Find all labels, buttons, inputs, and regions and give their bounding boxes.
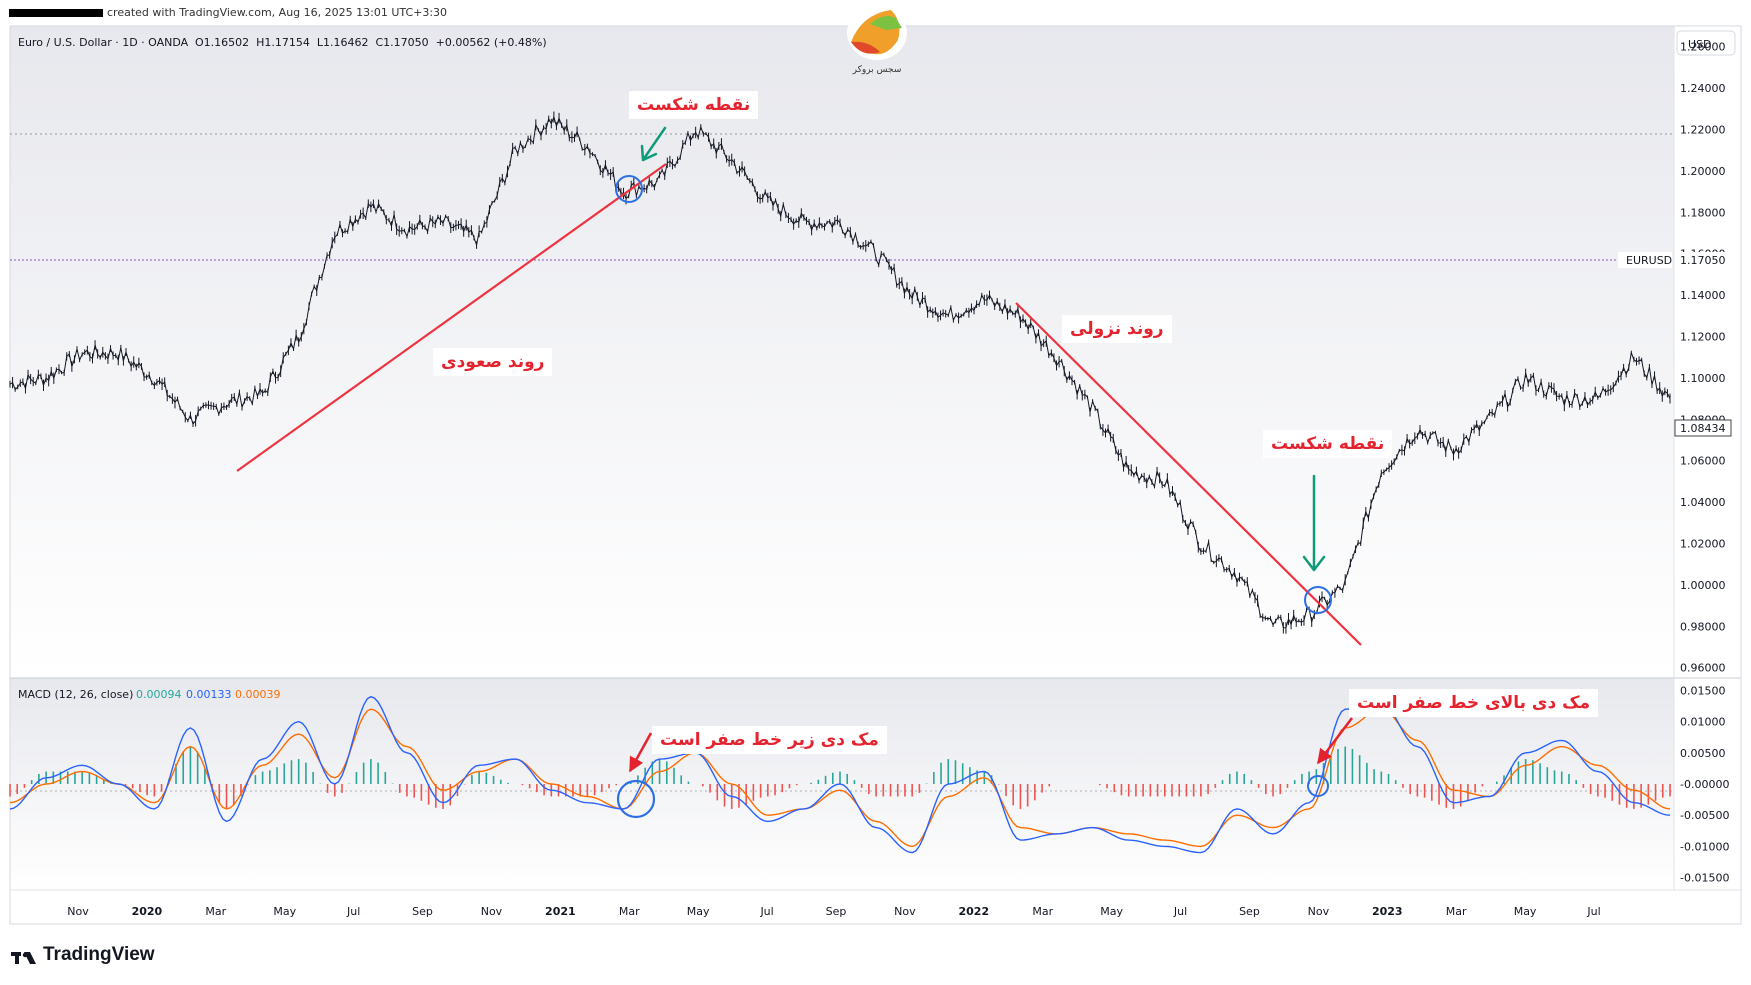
last-price-label: 1.17050 — [1680, 254, 1726, 267]
time-tick-label: Sep — [1239, 905, 1260, 918]
macd-tick-label: 0.01500 — [1680, 684, 1726, 697]
macd-tick-label: -0.00500 — [1680, 809, 1729, 822]
annotation-macd-above: مک دی بالای خط صفر است — [1349, 689, 1599, 717]
price-tick-label: 0.96000 — [1680, 662, 1726, 675]
time-tick-label: Nov — [67, 905, 89, 918]
green-arrow-top — [640, 126, 667, 162]
time-tick-label: Nov — [1308, 905, 1330, 918]
tradingview-brand-text: TradingView — [43, 944, 155, 965]
macd-circle-above[interactable] — [1307, 775, 1329, 797]
tradingview-logo-icon — [11, 952, 36, 964]
green-arrow-bottom — [1302, 474, 1326, 572]
price-tick-label: 0.98000 — [1680, 620, 1726, 633]
tradingview-brand[interactable]: TradingView — [10, 944, 155, 966]
brand-logo: سجس بروکر — [847, 6, 907, 75]
price-tick-label: 1.12000 — [1680, 330, 1726, 343]
time-tick-label: 2022 — [959, 905, 990, 918]
time-tick-label: Nov — [481, 905, 503, 918]
price-pane-background — [10, 26, 1674, 678]
price-tick-label: 1.02000 — [1680, 537, 1726, 550]
macd-axis[interactable]: 0.01500 0.01000 0.00500 -0.00000 -0.00500 -0.… — [1680, 684, 1729, 884]
currency-button[interactable] — [1676, 30, 1736, 56]
macd-value: 0.00094 — [136, 688, 182, 701]
annotation-macd-below: مک دی زیر خط صفر است — [652, 726, 887, 754]
macd-tick-label: -0.00000 — [1680, 778, 1729, 791]
annotation-uptrend: روند صعودی — [433, 348, 553, 376]
time-tick-label: May — [1514, 905, 1537, 918]
time-tick-label: Nov — [894, 905, 916, 918]
price-tick-label: 1.00000 — [1680, 579, 1726, 592]
annotation-breakpoint-top: نقطه شکست — [629, 91, 759, 119]
macd-circle-below[interactable] — [616, 779, 656, 819]
last-price-box — [1675, 252, 1733, 268]
cursor-price-box — [1674, 419, 1732, 437]
time-tick-label: Mar — [619, 905, 640, 918]
cursor-price-label: 1.08434 — [1680, 422, 1726, 435]
currency-label: USD — [1688, 38, 1712, 51]
price-tick-label: 1.20000 — [1680, 165, 1726, 178]
brand-caption: سجس بروکر — [852, 65, 902, 75]
macd-signal-value: 0.00133 — [186, 688, 232, 701]
macd-tick-label: 0.00500 — [1680, 747, 1726, 760]
red-arrow-macd-below — [628, 732, 653, 773]
annotation-breakpoint-bottom: نقطه شکست — [1263, 430, 1393, 458]
price-line — [9, 115, 1671, 629]
time-tick-label: Jul — [1173, 905, 1187, 918]
time-tick-label: 2021 — [545, 905, 576, 918]
price-tick-label: 1.06000 — [1680, 455, 1726, 468]
symbol-label: EURUSD — [1626, 254, 1672, 267]
time-tick-label: May — [687, 905, 710, 918]
uptrend-line[interactable] — [236, 163, 667, 472]
breakpoint-circle-top[interactable] — [615, 175, 643, 203]
time-axis[interactable]: Nov 2020 Mar May Jul Sep Nov 2021 Mar May Jul Sep No… — [67, 905, 1600, 918]
price-tick-label: 1.26000 — [1680, 41, 1726, 54]
time-tick-label: Mar — [1446, 905, 1467, 918]
price-axis[interactable]: 1.260001.240001.220001.200001.180001.160… — [1680, 41, 1726, 675]
downtrend-line[interactable] — [1015, 302, 1362, 646]
time-tick-label: May — [1100, 905, 1123, 918]
redaction-block — [9, 9, 103, 17]
macd-tick-label: 0.01000 — [1680, 716, 1726, 729]
time-tick-label: May — [273, 905, 296, 918]
annotation-downtrend: روند نزولی — [1062, 315, 1172, 343]
symbol-title: Euro / U.S. Dollar · 1D · OANDA — [18, 36, 189, 49]
macd-tick-label: -0.01000 — [1680, 840, 1729, 853]
price-tick-label: 1.18000 — [1680, 206, 1726, 219]
created-with-text: created with TradingView.com, Aug 16, 20… — [107, 6, 448, 19]
macd-title: MACD (12, 26, close) — [18, 688, 133, 701]
time-tick-label: Sep — [826, 905, 847, 918]
time-tick-label: Jul — [1586, 905, 1600, 918]
macd-tick-label: -0.01500 — [1680, 872, 1729, 885]
macd-signal-line — [9, 708, 1671, 848]
macd-histogram-value: 0.00039 — [235, 688, 281, 701]
price-series — [9, 111, 1671, 634]
time-tick-label: Mar — [205, 905, 226, 918]
symbol-label-box — [1618, 252, 1672, 268]
price-tick-label: 1.10000 — [1680, 372, 1726, 385]
time-tick-label: 2020 — [132, 905, 163, 918]
time-tick-label: Jul — [346, 905, 360, 918]
price-tick-label: 1.04000 — [1680, 496, 1726, 509]
red-arrow-macd-above — [1317, 717, 1353, 765]
price-tick-label: 1.22000 — [1680, 123, 1726, 136]
time-tick-label: Jul — [759, 905, 773, 918]
breakpoint-circle-bottom[interactable] — [1304, 586, 1332, 614]
time-tick-label: Mar — [1032, 905, 1053, 918]
time-tick-label: 2023 — [1372, 905, 1403, 918]
ohlc-readout: O1.16502 H1.17154 L1.16462 C1.17050 +0.0… — [195, 36, 547, 49]
created-with-bar: created with TradingView.com, Aug 16, 20… — [9, 6, 447, 20]
price-tick-label: 1.14000 — [1680, 289, 1726, 302]
time-tick-label: Sep — [412, 905, 433, 918]
price-tick-label: 1.24000 — [1680, 82, 1726, 95]
